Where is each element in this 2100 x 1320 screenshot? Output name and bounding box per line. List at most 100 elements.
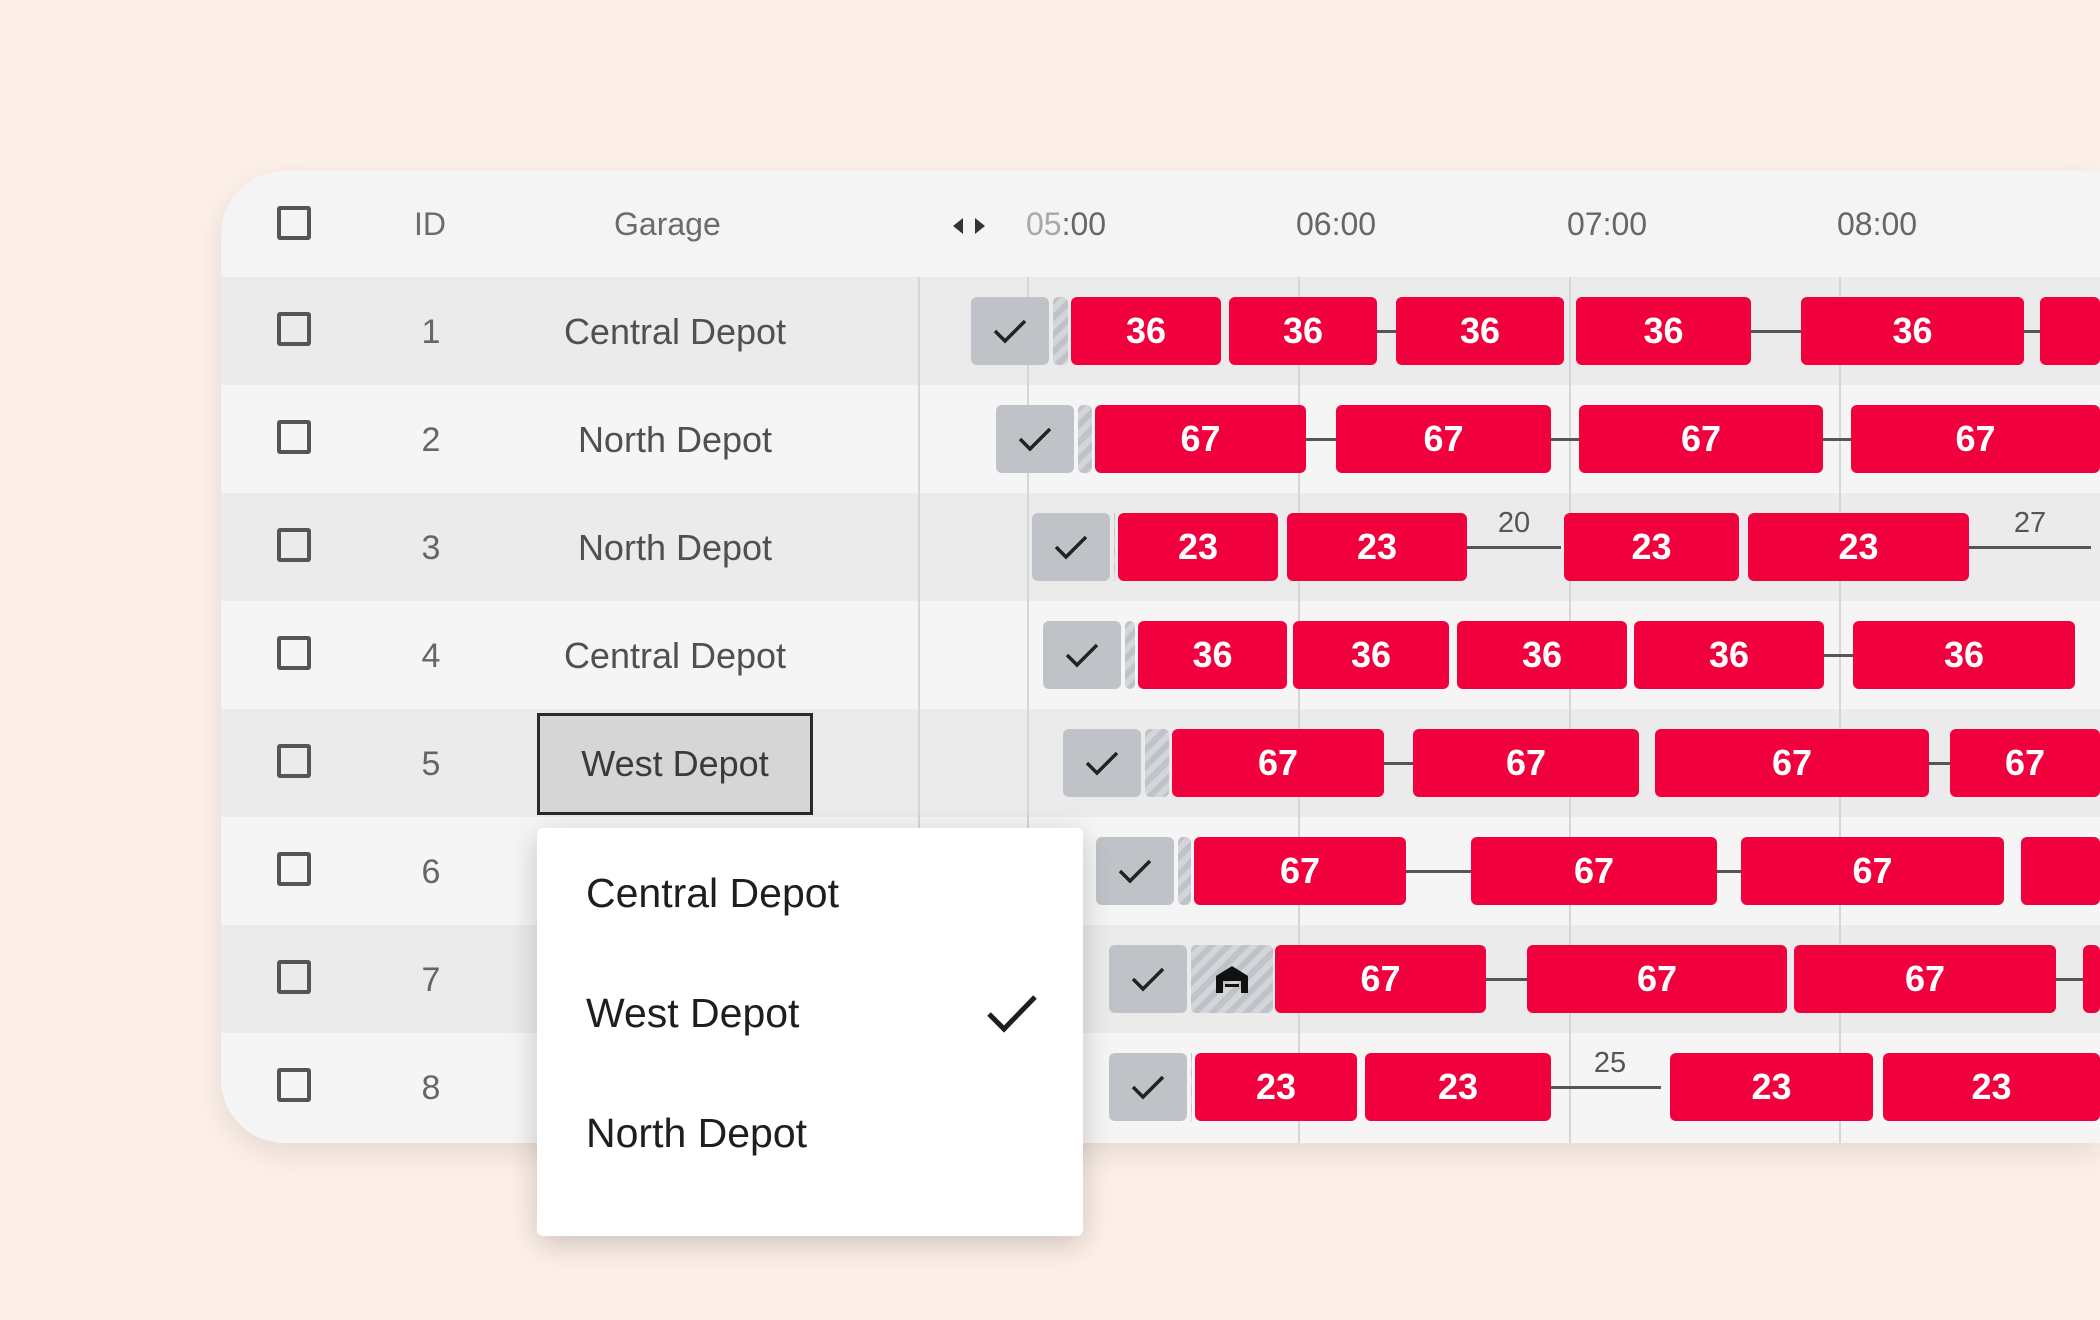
trip-route-label: 36	[1708, 634, 1750, 675]
completed-block[interactable]	[1043, 621, 1121, 689]
garage-column-header[interactable]: Garage	[614, 206, 721, 242]
row-garage[interactable]: North Depot	[577, 419, 773, 460]
trip-block[interactable]: 67	[1095, 405, 1306, 473]
garage-cell-editing[interactable]: West Depot	[537, 713, 813, 815]
trip-block[interactable]: 23	[1564, 513, 1739, 581]
row-id: 8	[421, 1069, 441, 1107]
completed-block[interactable]	[1109, 1053, 1187, 1121]
trip-connector	[1717, 870, 1741, 873]
row-garage[interactable]: Central Depot	[563, 311, 787, 352]
trip-block[interactable]	[2021, 837, 2100, 905]
trip-block[interactable]	[2083, 945, 2100, 1013]
garage-block[interactable]	[1191, 945, 1273, 1013]
trip-block[interactable]: 67	[1527, 945, 1787, 1013]
time-tick-0700: 07:00	[1567, 206, 1648, 242]
trip-block[interactable]: 23	[1365, 1053, 1551, 1121]
trip-block[interactable]: 67	[1275, 945, 1486, 1013]
trip-block[interactable]: 67	[1194, 837, 1406, 905]
trip-connector	[1406, 870, 1471, 873]
trip-route-label: 36	[1943, 634, 1985, 675]
completed-block[interactable]	[971, 297, 1049, 365]
trip-block[interactable]: 36	[1293, 621, 1449, 689]
trip-block[interactable]: 36	[1071, 297, 1221, 365]
trip-block[interactable]: 23	[1748, 513, 1969, 581]
trip-connector	[1551, 438, 1579, 441]
layover-minutes-label: 20	[1497, 507, 1531, 539]
trip-block[interactable]: 23	[1883, 1053, 2100, 1121]
completed-block[interactable]	[996, 405, 1074, 473]
trip-block[interactable]: 67	[1172, 729, 1384, 797]
trip-block[interactable]: 67	[1579, 405, 1823, 473]
trip-block[interactable]: 36	[1634, 621, 1824, 689]
trip-block[interactable]: 67	[1655, 729, 1929, 797]
trip-route-label: 36	[1459, 310, 1501, 351]
trip-block[interactable]: 36	[1457, 621, 1627, 689]
pull-out-block	[1053, 297, 1068, 365]
trip-route-label: 23	[1751, 1066, 1792, 1107]
trip-connector	[2024, 330, 2040, 333]
trip-block[interactable]: 36	[1801, 297, 2024, 365]
row-checkbox[interactable]	[277, 1068, 311, 1102]
checkmark-icon	[1065, 643, 1099, 668]
completed-block[interactable]	[1109, 945, 1187, 1013]
timeline-scroll-arrows-icon[interactable]	[949, 215, 989, 237]
row-id: 3	[421, 529, 441, 567]
table-header: ID Garage 05:00 06:00 07:00 08:00	[221, 171, 2100, 280]
garage-dropdown-menu: Central Depot West Depot North Depot	[537, 828, 1083, 1236]
dropdown-option-north-depot[interactable]: North Depot	[537, 1078, 1083, 1188]
trip-route-label: 67	[1279, 850, 1321, 891]
trip-route-label: 67	[2004, 742, 2046, 783]
row-checkbox[interactable]	[277, 528, 311, 562]
trip-block[interactable]: 67	[1336, 405, 1551, 473]
trip-block[interactable]: 36	[1576, 297, 1751, 365]
trip-route-label: 36	[1125, 310, 1167, 351]
trip-route-label: 36	[1192, 634, 1233, 675]
trip-route-label: 67	[1852, 850, 1893, 891]
trip-route-label: 23	[1255, 1066, 1297, 1107]
trip-block[interactable]: 36	[1853, 621, 2075, 689]
trip-block[interactable]: 23	[1195, 1053, 1357, 1121]
trip-block[interactable]: 23	[1287, 513, 1467, 581]
row-garage[interactable]: Central Depot	[563, 635, 787, 676]
dropdown-option-west-depot[interactable]: West Depot	[537, 958, 1083, 1068]
trip-route-label: 67	[1505, 742, 1547, 783]
trip-block[interactable]: 67	[1950, 729, 2100, 797]
row-garage[interactable]: North Depot	[577, 527, 773, 568]
trip-block[interactable]: 23	[1118, 513, 1278, 581]
trip-route-label: 67	[1771, 742, 1813, 783]
completed-block[interactable]	[1096, 837, 1174, 905]
trip-route-label: 23	[1437, 1066, 1479, 1107]
checkmark-icon	[1085, 751, 1119, 776]
trip-route-label: 36	[1892, 310, 1933, 351]
row-checkbox[interactable]	[277, 312, 311, 346]
dropdown-option-label: West Depot	[586, 989, 800, 1036]
trip-block[interactable]: 67	[1794, 945, 2056, 1013]
completed-block[interactable]	[1063, 729, 1141, 797]
trip-block[interactable]: 67	[1413, 729, 1639, 797]
grid-line-0800	[1839, 277, 1841, 1143]
trip-block[interactable]: 67	[1471, 837, 1717, 905]
row-checkbox[interactable]	[277, 852, 311, 886]
trip-block[interactable]: 36	[1138, 621, 1287, 689]
dropdown-option-central-depot[interactable]: Central Depot	[537, 838, 1083, 948]
row-checkbox[interactable]	[277, 420, 311, 454]
trip-block[interactable]: 67	[1741, 837, 2004, 905]
trip-block[interactable]: 36	[1396, 297, 1564, 365]
trip-connector	[1751, 330, 1801, 333]
trip-block[interactable]: 67	[1851, 405, 2100, 473]
column-divider	[918, 277, 920, 1143]
select-all-checkbox[interactable]	[277, 206, 311, 240]
checkmark-icon	[993, 319, 1027, 344]
layover-minutes-label: 25	[1593, 1047, 1627, 1079]
row-checkbox[interactable]	[277, 960, 311, 994]
row-checkbox[interactable]	[277, 744, 311, 778]
trip-block[interactable]: 23	[1670, 1053, 1873, 1121]
trip-route-label: 67	[1423, 418, 1464, 459]
id-column-header[interactable]: ID	[414, 206, 446, 242]
trip-block[interactable]	[2040, 297, 2100, 365]
garage-icon	[1216, 966, 1248, 993]
completed-block[interactable]	[1032, 513, 1110, 581]
trip-route-label: 23	[1177, 526, 1219, 567]
trip-block[interactable]: 36	[1229, 297, 1377, 365]
row-checkbox[interactable]	[277, 636, 311, 670]
